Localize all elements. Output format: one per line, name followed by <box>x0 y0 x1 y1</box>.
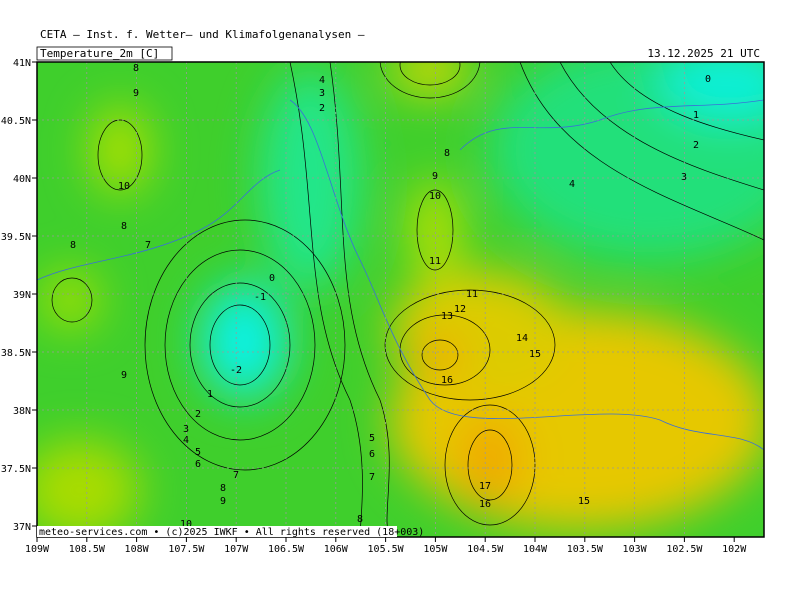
timestamp: 13.12.2025 21 UTC <box>647 47 760 60</box>
contour-label: -2 <box>230 365 242 376</box>
lat-label: 39.5N <box>1 232 31 243</box>
lon-label: 105W <box>423 544 448 555</box>
credit-box <box>37 526 397 537</box>
contour-label: 8 <box>220 483 226 494</box>
lon-label: 106.5W <box>268 544 305 555</box>
contour-label: 16 <box>441 375 453 386</box>
contour-label: 11 <box>429 256 441 267</box>
contour-label: 10 <box>180 519 192 530</box>
lon-label: 103W <box>623 544 648 555</box>
contour-label: 16 <box>479 499 491 510</box>
lon-label: 104.5W <box>467 544 504 555</box>
variable-label: Temperature_2m [C] <box>40 47 159 60</box>
contour-label: 2 <box>319 103 325 114</box>
contour-label: 2 <box>693 140 699 151</box>
contour-label: 5 <box>195 447 201 458</box>
lat-label: 37.5N <box>1 464 31 475</box>
contour-label: 3 <box>183 424 189 435</box>
lat-label: 39N <box>13 290 31 301</box>
contour-label: 1 <box>693 110 699 121</box>
contour-label: 8 <box>70 240 76 251</box>
contour-label: 9 <box>432 171 438 182</box>
contour-label: 15 <box>529 349 541 360</box>
contour-label: 2 <box>195 409 201 420</box>
contour-label: 4 <box>569 179 575 190</box>
temperature-field <box>37 62 764 537</box>
map-frame <box>36 61 765 538</box>
contour-label: 14 <box>516 333 528 344</box>
contour-label: 6 <box>369 449 375 460</box>
contour-label: 5 <box>369 433 375 444</box>
contour-label: 3 <box>319 88 325 99</box>
lat-label: 40.5N <box>1 116 31 127</box>
contour-label: 7 <box>369 472 375 483</box>
lon-label: 108W <box>125 544 150 555</box>
contour-label: 9 <box>220 496 226 507</box>
contour-label: 3 <box>681 172 687 183</box>
contour-label: 11 <box>466 289 478 300</box>
contour-label: 9 <box>133 88 139 99</box>
lat-label: 38.5N <box>1 348 31 359</box>
lon-label: 103.5W <box>567 544 604 555</box>
contour-label: 8 <box>444 148 450 159</box>
lon-label: 102W <box>722 544 747 555</box>
contour-label: 4 <box>183 435 189 446</box>
lat-label: 40N <box>13 174 31 185</box>
contour-label: 10 <box>429 191 441 202</box>
lon-label: 102.5W <box>666 544 703 555</box>
contour-label: 4 <box>319 75 325 86</box>
contour-label: 12 <box>454 304 466 315</box>
contour-label: 8 <box>357 514 363 525</box>
lon-label: 108.5W <box>69 544 106 555</box>
lon-label: 104W <box>523 544 548 555</box>
lon-label: 105.5W <box>368 544 405 555</box>
lon-label: 106W <box>324 544 349 555</box>
contour-label: 13 <box>441 311 453 322</box>
contour-label: 8 <box>133 63 139 74</box>
contour-label: 17 <box>479 481 491 492</box>
variable-box <box>36 46 173 61</box>
contour-label: 1 <box>207 389 213 400</box>
graticule <box>37 62 764 537</box>
contour-label: 0 <box>269 273 275 284</box>
contour-label: 6 <box>195 459 201 470</box>
lon-label: 107.5W <box>168 544 205 555</box>
contour-label: 15 <box>578 496 590 507</box>
lat-label: 41N <box>13 58 31 69</box>
contour-label: 10 <box>118 181 130 192</box>
credit: meteo-services.com • (c)2025 IWKF • All … <box>39 527 424 538</box>
contour-label: 8 <box>121 221 127 232</box>
contour-label: -1 <box>254 292 266 303</box>
contour-label: 7 <box>233 470 239 481</box>
contour-label: 9 <box>121 370 127 381</box>
lon-label: 109W <box>25 544 50 555</box>
lat-label: 38N <box>13 406 31 417</box>
contour-label: 0 <box>705 74 711 85</box>
contour-label: 7 <box>145 240 151 251</box>
lat-label: 37N <box>13 522 31 533</box>
lon-label: 107W <box>224 544 249 555</box>
source-title: CETA — Inst. f. Wetter— und Klimafolgena… <box>40 28 365 41</box>
